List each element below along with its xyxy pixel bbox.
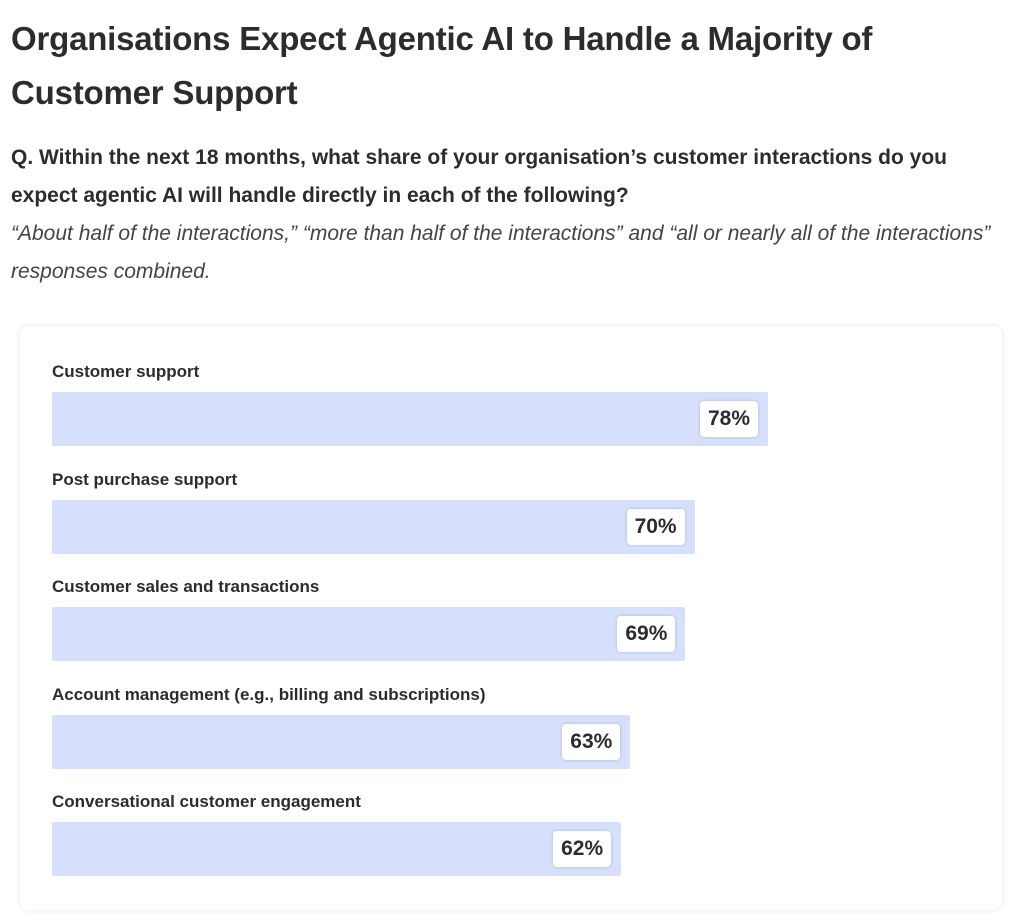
chart-card: Customer support 78% Post purchase support…: [20, 326, 1002, 910]
page-title: Organisations Expect Agentic AI to Handl…: [11, 20, 873, 111]
bar-value-label: 63%: [562, 723, 621, 760]
bar-label: Customer support: [52, 362, 200, 381]
bar: 70%: [52, 499, 695, 554]
bar-value-label: 78%: [700, 401, 759, 437]
bar: 78%: [52, 392, 769, 446]
bar-label: Account management (e.g., billing and su…: [52, 684, 486, 704]
survey-note: “About half of the interactions,” “more …: [11, 222, 991, 283]
bar: 69%: [52, 607, 686, 661]
bar-label: Customer sales and transactions: [52, 577, 320, 596]
bar: 63%: [52, 714, 631, 769]
bar-value-label: 69%: [617, 616, 676, 652]
bar-value-label: 62%: [553, 831, 612, 867]
bar-label: Conversational customer engagement: [52, 792, 361, 811]
bar: 62%: [52, 822, 622, 876]
bar-label: Post purchase support: [52, 469, 238, 489]
survey-question: Q. Within the next 18 months, what share…: [11, 146, 947, 207]
bar-value-label: 70%: [626, 508, 685, 545]
